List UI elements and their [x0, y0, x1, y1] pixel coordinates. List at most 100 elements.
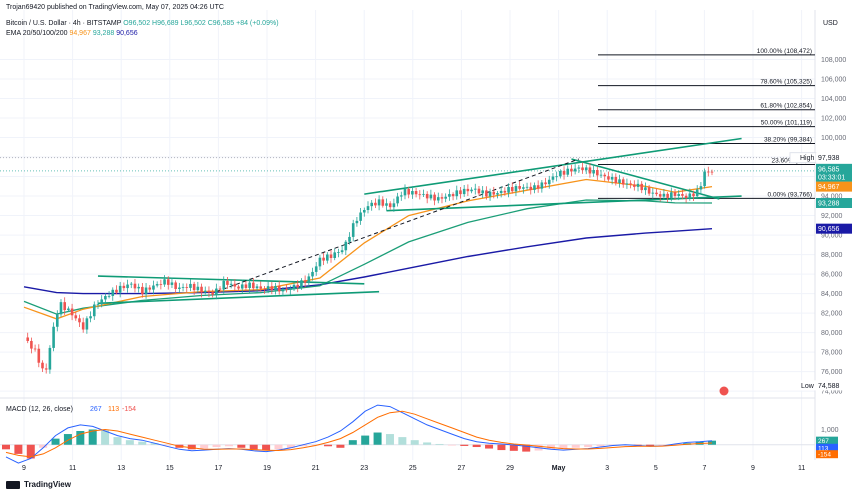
candle-body	[359, 212, 362, 221]
candle-body	[59, 302, 63, 315]
ema50-line	[23, 199, 713, 315]
ema200-price-tag: 90,656	[818, 226, 840, 233]
event-flag-icon	[719, 386, 729, 396]
tradingview-footer[interactable]: TradingView	[6, 480, 71, 489]
macd-histogram-bar	[14, 444, 23, 454]
fib-level-label: 61.80% (102,854)	[760, 103, 812, 110]
candle-body	[100, 299, 103, 305]
high-tag-label: High	[800, 155, 815, 162]
x-tick-label: 25	[409, 465, 417, 472]
candle-body	[70, 308, 74, 316]
candle-body	[144, 287, 148, 295]
candle-body	[496, 193, 499, 195]
x-tick-label: 9	[751, 465, 755, 472]
candle-body	[237, 286, 240, 289]
candle-body	[163, 279, 166, 285]
candle-body	[52, 326, 55, 348]
macd-histogram-bar	[385, 434, 394, 445]
candle-body	[429, 194, 433, 199]
candle-body	[289, 289, 292, 290]
macd-histogram-bar	[559, 444, 568, 449]
candle-body	[296, 284, 300, 288]
candle-body	[181, 287, 185, 288]
ohlc-values: O96,502 H96,689 L96,502 C96,585 +84 (+0.…	[123, 20, 279, 27]
candle-body	[551, 176, 555, 180]
candle-body	[547, 179, 551, 185]
candle-body	[518, 186, 521, 189]
candle-body	[440, 197, 444, 199]
price-axis: 74,000 76,000 78,000 80,000 82,000 84,000 86,0…	[789, 57, 852, 396]
candle-body	[481, 190, 484, 194]
x-tick-label: 29	[506, 465, 514, 472]
candle-body	[422, 193, 425, 195]
ema20-legend-value: 94,967	[69, 30, 91, 37]
macd-histogram-bar	[398, 437, 407, 445]
y-tick-label: 80,000	[821, 330, 843, 337]
candle-body	[692, 193, 695, 197]
low-price-tag: 74,588	[818, 383, 840, 390]
candle-body	[215, 288, 218, 295]
candle-body	[274, 285, 277, 291]
candle-body	[614, 176, 618, 183]
candle-body	[159, 284, 163, 285]
candle-body	[348, 236, 351, 242]
candle-body	[573, 168, 577, 172]
candle-body	[141, 286, 144, 295]
macd-pane: MACD (12, 26, close) 267 113 -1541,00026711…	[0, 404, 839, 464]
candle-body	[451, 194, 455, 197]
candle-body	[436, 197, 440, 201]
candle-body	[233, 283, 237, 287]
candle-body	[433, 194, 436, 201]
candle-body	[44, 368, 48, 370]
macd-histogram-bar	[39, 444, 48, 448]
macd-histogram-bar	[187, 444, 196, 450]
low-tag-label: Low	[801, 383, 815, 390]
candle-countdown: 03:33:01	[818, 174, 845, 181]
candle-body	[544, 182, 547, 185]
macd-histogram-bar	[212, 444, 221, 448]
signal-line	[5, 410, 713, 458]
candle-body	[277, 285, 281, 292]
macd-histogram-bar	[113, 437, 122, 445]
candle-body	[322, 257, 325, 261]
publisher-line: Trojan69420 published on TradingView.com…	[6, 4, 224, 11]
y-tick-label: 94,000	[821, 194, 843, 201]
candle-body	[263, 288, 266, 290]
y-tick-label: 86,000	[821, 272, 843, 279]
candle-body	[633, 184, 636, 187]
candle-body	[610, 176, 614, 180]
high-price-tag-bg	[816, 152, 852, 163]
candle-body	[170, 282, 174, 285]
macd-histogram-bar	[571, 444, 580, 448]
candle-body	[640, 183, 644, 191]
histogram-value: -154	[122, 406, 136, 413]
fib-level-label: 78.60% (105,325)	[760, 79, 812, 86]
macd-histogram-bar	[249, 444, 258, 450]
candle-body	[89, 316, 92, 319]
candle-body	[311, 271, 314, 277]
candle-body	[244, 284, 248, 289]
candle-body	[63, 302, 66, 311]
candle-body	[584, 167, 588, 171]
macd-histogram-bar	[26, 444, 35, 459]
macd-histogram-bar	[76, 431, 85, 445]
candle-body	[55, 314, 59, 327]
macd-histogram-bar	[101, 430, 110, 445]
candle-body	[418, 194, 422, 196]
signal-tag: 113	[818, 445, 829, 452]
candle-body	[148, 287, 152, 290]
trendlines	[97, 137, 742, 305]
y-tick-label: 84,000	[821, 291, 843, 298]
x-tick-label: 23	[360, 465, 368, 472]
candle-body	[555, 176, 558, 178]
y-tick-label: 88,000	[821, 252, 843, 259]
fib-level-label: 0.00% (93,766)	[768, 191, 812, 198]
candle-body	[185, 287, 189, 288]
ema200-legend-value: 90,656	[116, 30, 138, 37]
candle-body	[229, 283, 233, 285]
candle-body	[192, 283, 196, 291]
y-tick-label: 106,000	[821, 77, 846, 84]
candle-body	[392, 203, 396, 208]
candle-body	[607, 176, 610, 180]
